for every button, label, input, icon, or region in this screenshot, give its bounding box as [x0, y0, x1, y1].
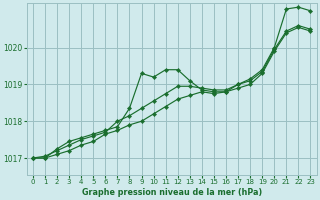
X-axis label: Graphe pression niveau de la mer (hPa): Graphe pression niveau de la mer (hPa): [82, 188, 262, 197]
